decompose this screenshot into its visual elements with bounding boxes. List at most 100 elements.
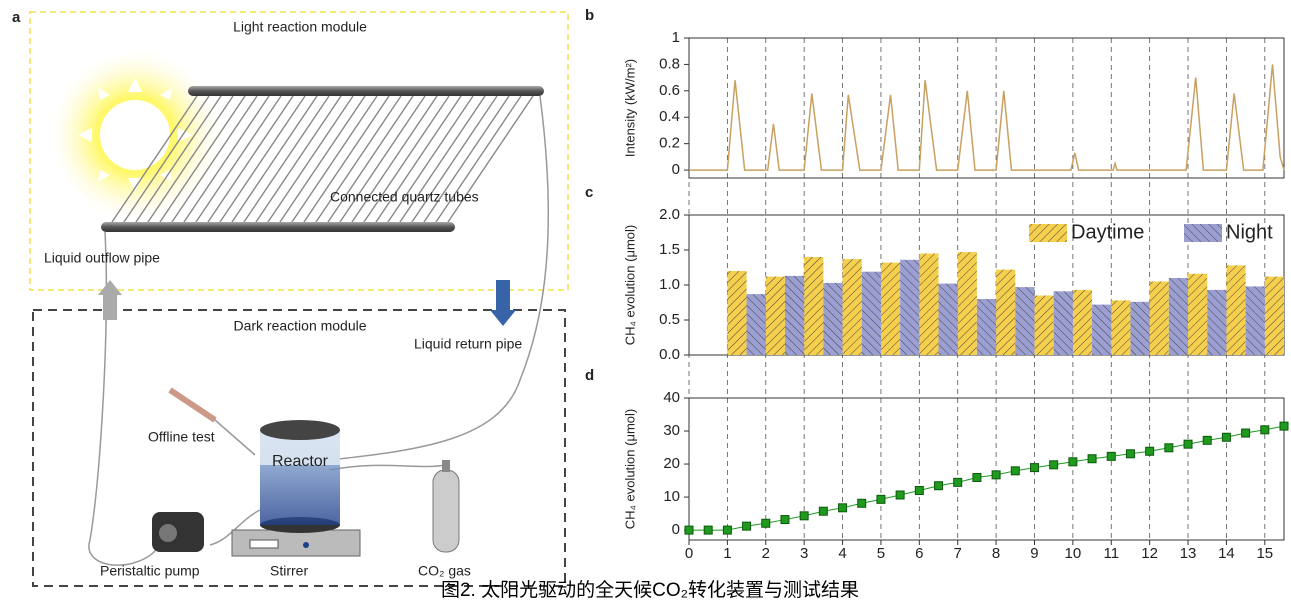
data-line	[689, 64, 1284, 170]
y-tick-label: 1.5	[659, 241, 680, 258]
y-tick-label: 1	[672, 29, 680, 46]
bar	[727, 271, 746, 355]
caption: 图2. 太阳光驱动的全天候CO₂转化装置与测试结果	[441, 579, 859, 601]
marker	[704, 526, 712, 534]
y-tick-label: 0.8	[659, 55, 680, 72]
marker	[935, 482, 943, 490]
x-tick-label: 1	[723, 545, 731, 562]
bar	[1150, 282, 1169, 356]
marker	[954, 478, 962, 486]
y-tick-label: 0.6	[659, 82, 680, 99]
marker	[685, 526, 693, 534]
x-tick-label: 10	[1065, 545, 1082, 562]
y-tick-label: 20	[663, 455, 680, 472]
bar	[823, 283, 842, 355]
legend-label: Daytime	[1071, 221, 1144, 243]
y-tick-label: 0.0	[659, 346, 680, 363]
y-tick-label: 0.2	[659, 135, 680, 152]
y-tick-label: 0.4	[659, 108, 680, 125]
marker	[896, 491, 904, 499]
bar	[1111, 300, 1130, 355]
bar	[766, 277, 785, 355]
x-tick-label: 15	[1256, 545, 1273, 562]
marker	[877, 495, 885, 503]
y-tick-label: 30	[663, 422, 680, 439]
legend-swatch	[1184, 224, 1222, 242]
setup-diagram	[30, 12, 568, 586]
bar	[785, 276, 804, 355]
x-tick-label: 0	[685, 545, 693, 562]
bar	[1034, 296, 1053, 356]
diagram-label: Reactor	[272, 453, 329, 470]
page: {"panel_a": {"label": "a", "light_module…	[0, 0, 1291, 606]
marker	[743, 522, 751, 530]
marker	[973, 473, 981, 481]
marker	[1126, 450, 1134, 458]
x-tick-label: 7	[954, 545, 962, 562]
diagram-label: Liquid outflow pipe	[44, 250, 160, 266]
bar	[1265, 277, 1284, 355]
diagram-label: CO₂ gas	[418, 563, 471, 579]
marker	[1261, 426, 1269, 434]
y-axis-label: CH₄ evolution (μmol)	[622, 409, 637, 529]
marker	[1165, 444, 1173, 452]
module-label: Dark reaction module	[233, 318, 366, 334]
y-tick-label: 0.5	[659, 311, 680, 328]
bar	[1188, 274, 1207, 355]
x-tick-label: 9	[1030, 545, 1038, 562]
data-line	[689, 426, 1284, 530]
bar	[958, 252, 977, 355]
marker	[915, 486, 923, 494]
x-tick-label: 11	[1103, 545, 1119, 562]
bar	[747, 294, 766, 355]
x-tick-label: 8	[992, 545, 1000, 562]
x-tick-label: 5	[877, 545, 885, 562]
bar	[1246, 286, 1265, 355]
y-axis-label: Intensity (kW/m²)	[622, 59, 637, 157]
y-tick-label: 1.0	[659, 276, 680, 293]
marker	[781, 516, 789, 524]
bar	[862, 272, 881, 355]
module-label: Light reaction module	[233, 19, 367, 35]
marker	[1030, 464, 1038, 472]
plot-frame	[689, 398, 1284, 540]
panel-label: a	[12, 9, 21, 26]
legend-swatch	[1029, 224, 1067, 242]
y-axis-label: CH₄ evolution (μmol)	[622, 225, 637, 345]
bar	[1130, 302, 1149, 355]
marker	[1011, 467, 1019, 475]
marker	[1050, 461, 1058, 469]
x-tick-label: 2	[762, 545, 770, 562]
marker	[1107, 452, 1115, 460]
bar	[804, 257, 823, 355]
y-tick-label: 2.0	[659, 206, 680, 223]
bar	[843, 259, 862, 355]
legend-label: Night	[1226, 221, 1273, 243]
bar	[977, 299, 996, 355]
x-tick-label: 14	[1218, 545, 1235, 562]
marker	[819, 507, 827, 515]
bar	[1015, 287, 1034, 355]
bar	[881, 263, 900, 355]
x-tick-label: 3	[800, 545, 808, 562]
y-tick-label: 0	[672, 521, 680, 538]
panel-label: c	[585, 184, 593, 201]
bar	[1073, 290, 1092, 355]
x-tick-label: 6	[915, 545, 923, 562]
panel-label: b	[585, 7, 594, 24]
figure: a Light reaction module Connected quartz…	[0, 0, 1291, 606]
marker	[762, 519, 770, 527]
bar	[1207, 290, 1226, 355]
marker	[800, 512, 808, 520]
bar	[1169, 278, 1188, 355]
bar	[900, 260, 919, 355]
diagram-label: Connected quartz tubes	[330, 189, 479, 205]
diagram-label: Liquid return pipe	[414, 336, 522, 352]
x-tick-label: 13	[1180, 545, 1197, 562]
marker	[839, 504, 847, 512]
marker	[1222, 433, 1230, 441]
y-tick-label: 40	[663, 389, 680, 406]
marker	[1069, 458, 1077, 466]
bar	[996, 270, 1015, 355]
marker	[992, 471, 1000, 479]
